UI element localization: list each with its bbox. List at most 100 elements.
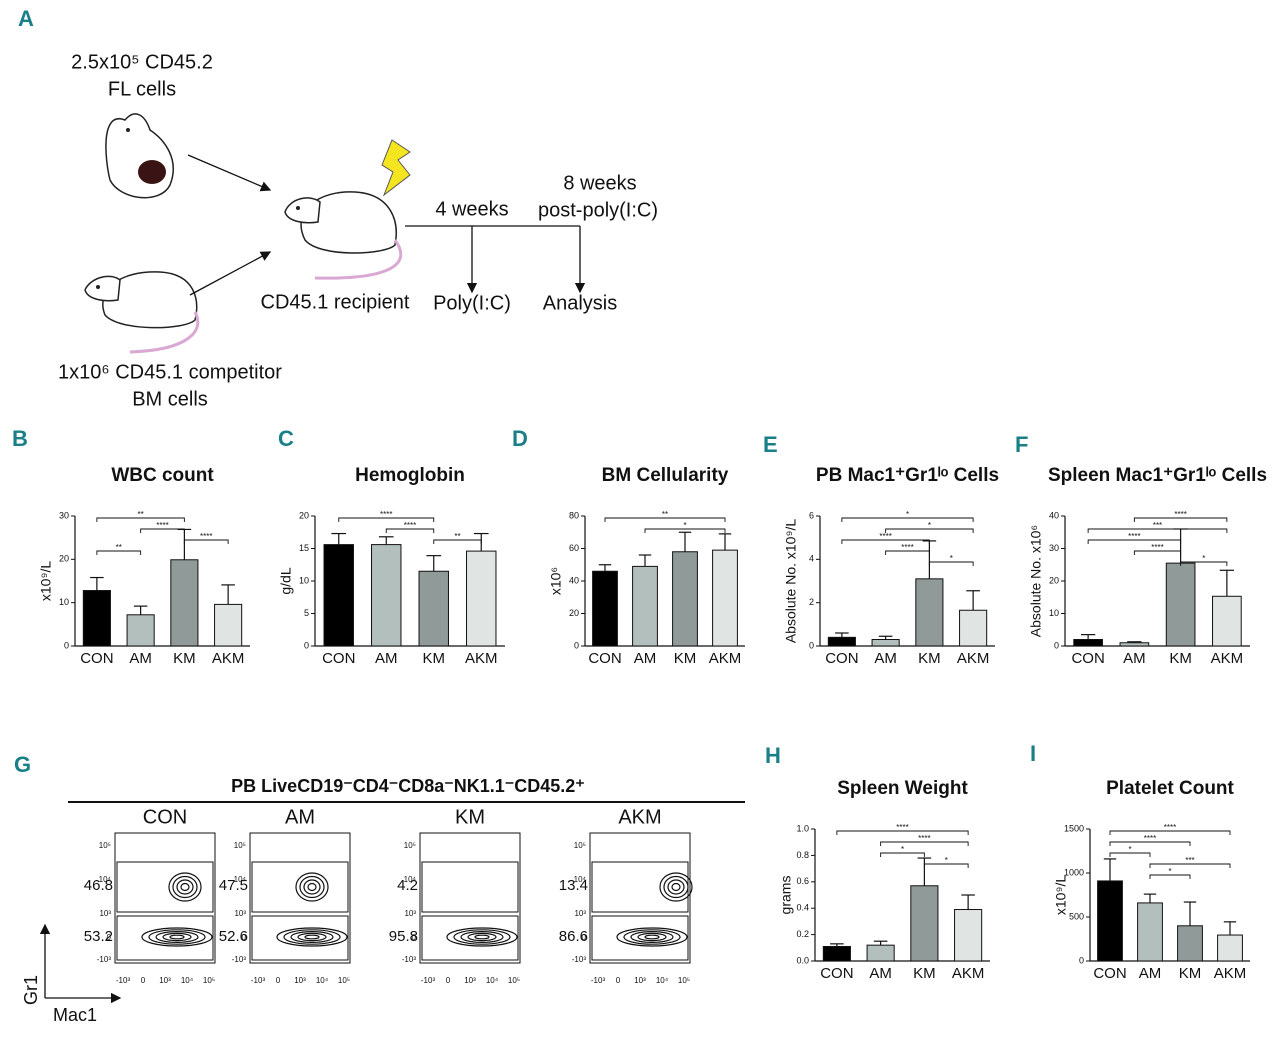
chart-title: Spleen Weight <box>837 778 968 799</box>
significance-bracket <box>1087 528 1228 533</box>
x-tick-label: AKM <box>212 650 245 667</box>
x-tick-label: 10⁵ <box>203 976 215 985</box>
label: 8 weeks <box>563 172 636 194</box>
contour <box>155 930 199 943</box>
x-tick-label: 10³ <box>464 976 476 985</box>
significance-label: **** <box>1174 510 1186 519</box>
gate <box>116 861 214 913</box>
contour <box>176 879 194 895</box>
y-tick-label: 4 <box>809 554 814 564</box>
y-tick-label: 10³ <box>404 909 416 918</box>
bar <box>466 550 497 647</box>
x-tick-label: 10⁴ <box>486 976 499 985</box>
sample-name: AM <box>285 806 315 828</box>
significance-label: * <box>945 856 948 865</box>
contour <box>148 929 206 945</box>
significance-label: *** <box>1153 521 1162 530</box>
y-axis-label: Absolute No. x10⁶ <box>1028 525 1044 637</box>
x-tick-label: -10³ <box>251 976 266 985</box>
y-tick-label: 0 <box>1079 955 1084 965</box>
embryo-icon <box>105 113 174 199</box>
panel-letter: G <box>14 752 31 777</box>
y-tick-label: 10 <box>299 575 309 585</box>
x-tick-label: CON <box>825 650 858 667</box>
contour <box>616 927 688 947</box>
arrow <box>189 251 272 296</box>
x-tick-label: KM <box>913 965 936 982</box>
recipient-icon <box>284 139 411 280</box>
x-tick-label: CON <box>588 650 621 667</box>
y-tick-label: -10³ <box>402 955 417 964</box>
y-tick-label: 20 <box>569 608 579 618</box>
significance-label: **** <box>879 532 891 541</box>
chart-title: BM Cellularity <box>602 465 729 486</box>
x-tick-label: AKM <box>709 650 742 667</box>
panel-letter: B <box>12 426 28 451</box>
x-tick-label: AM <box>1139 965 1162 982</box>
contour <box>663 875 689 899</box>
label: Analysis <box>543 292 617 314</box>
y-tick-label: 1000 <box>1064 867 1084 877</box>
y-tick-label: 10⁵ <box>574 841 586 850</box>
significance-label: **** <box>200 532 212 541</box>
significance-bracket <box>928 561 974 566</box>
y-tick-label: 10 <box>59 597 69 607</box>
contour <box>467 932 497 942</box>
contour <box>303 879 321 895</box>
x-tick-label: CON <box>322 650 355 667</box>
y-tick-label: 2 <box>809 597 814 607</box>
significance-label: *** <box>1185 856 1194 865</box>
bar <box>827 636 856 647</box>
significance-bracket <box>880 841 969 846</box>
y-tick-label: 80 <box>569 510 579 520</box>
significance-bracket <box>140 528 185 533</box>
panel-letter: C <box>278 426 294 451</box>
x-tick-label: AM <box>869 965 892 982</box>
panel-letter: D <box>512 426 528 451</box>
gate-percent: 53.2 <box>84 928 113 945</box>
y-tick-label: 5 <box>304 608 309 618</box>
label: post-poly(I:C) <box>538 199 658 221</box>
contour <box>453 929 511 945</box>
gate-percent: 13.4 <box>559 877 588 894</box>
label: 1x10⁶ CD45.1 competitor <box>58 361 282 383</box>
bar <box>592 570 618 647</box>
y-tick-label: 0.6 <box>796 876 809 886</box>
contour <box>299 875 325 899</box>
significance-bracket <box>836 830 969 835</box>
bar <box>170 559 199 647</box>
y-tick-label: 40 <box>569 575 579 585</box>
bar <box>1097 880 1123 962</box>
axis-label: Gr1 <box>21 975 41 1005</box>
y-tick-label: 10³ <box>99 909 111 918</box>
gate-percent: 46.8 <box>84 877 113 894</box>
bar <box>126 614 155 647</box>
contour <box>307 882 317 892</box>
y-tick-label: 10⁴ <box>234 875 247 884</box>
y-tick-label: 0 <box>242 933 247 942</box>
x-tick-label: CON <box>1071 650 1104 667</box>
label: 2.5x10⁵ CD45.2 <box>71 51 213 73</box>
x-tick-label: AKM <box>952 965 985 982</box>
panel-letter: A <box>18 6 34 31</box>
significance-label: * <box>1128 845 1131 854</box>
y-tick-label: 20 <box>299 510 309 520</box>
x-tick-label: -10³ <box>421 976 436 985</box>
significance-bracket <box>1133 550 1182 555</box>
bar <box>632 565 658 647</box>
y-tick-label: 0.0 <box>796 955 809 965</box>
y-axis-label: x10⁹/L <box>38 561 54 601</box>
x-tick-label: CON <box>1093 965 1126 982</box>
y-tick-label: 15 <box>299 543 309 553</box>
chart-title: Spleen Mac1⁺Gr1ˡᵒ Cells <box>1048 465 1267 486</box>
significance-label: * <box>901 845 904 854</box>
x-tick-label: 10⁵ <box>678 976 690 985</box>
gate-percent: 86.6 <box>559 928 588 945</box>
chart-title: WBC count <box>111 465 214 486</box>
significance-bracket <box>885 550 930 555</box>
gate <box>421 861 519 913</box>
y-tick-label: -10³ <box>232 955 247 964</box>
y-tick-label: 10³ <box>234 909 246 918</box>
contour <box>162 932 192 942</box>
